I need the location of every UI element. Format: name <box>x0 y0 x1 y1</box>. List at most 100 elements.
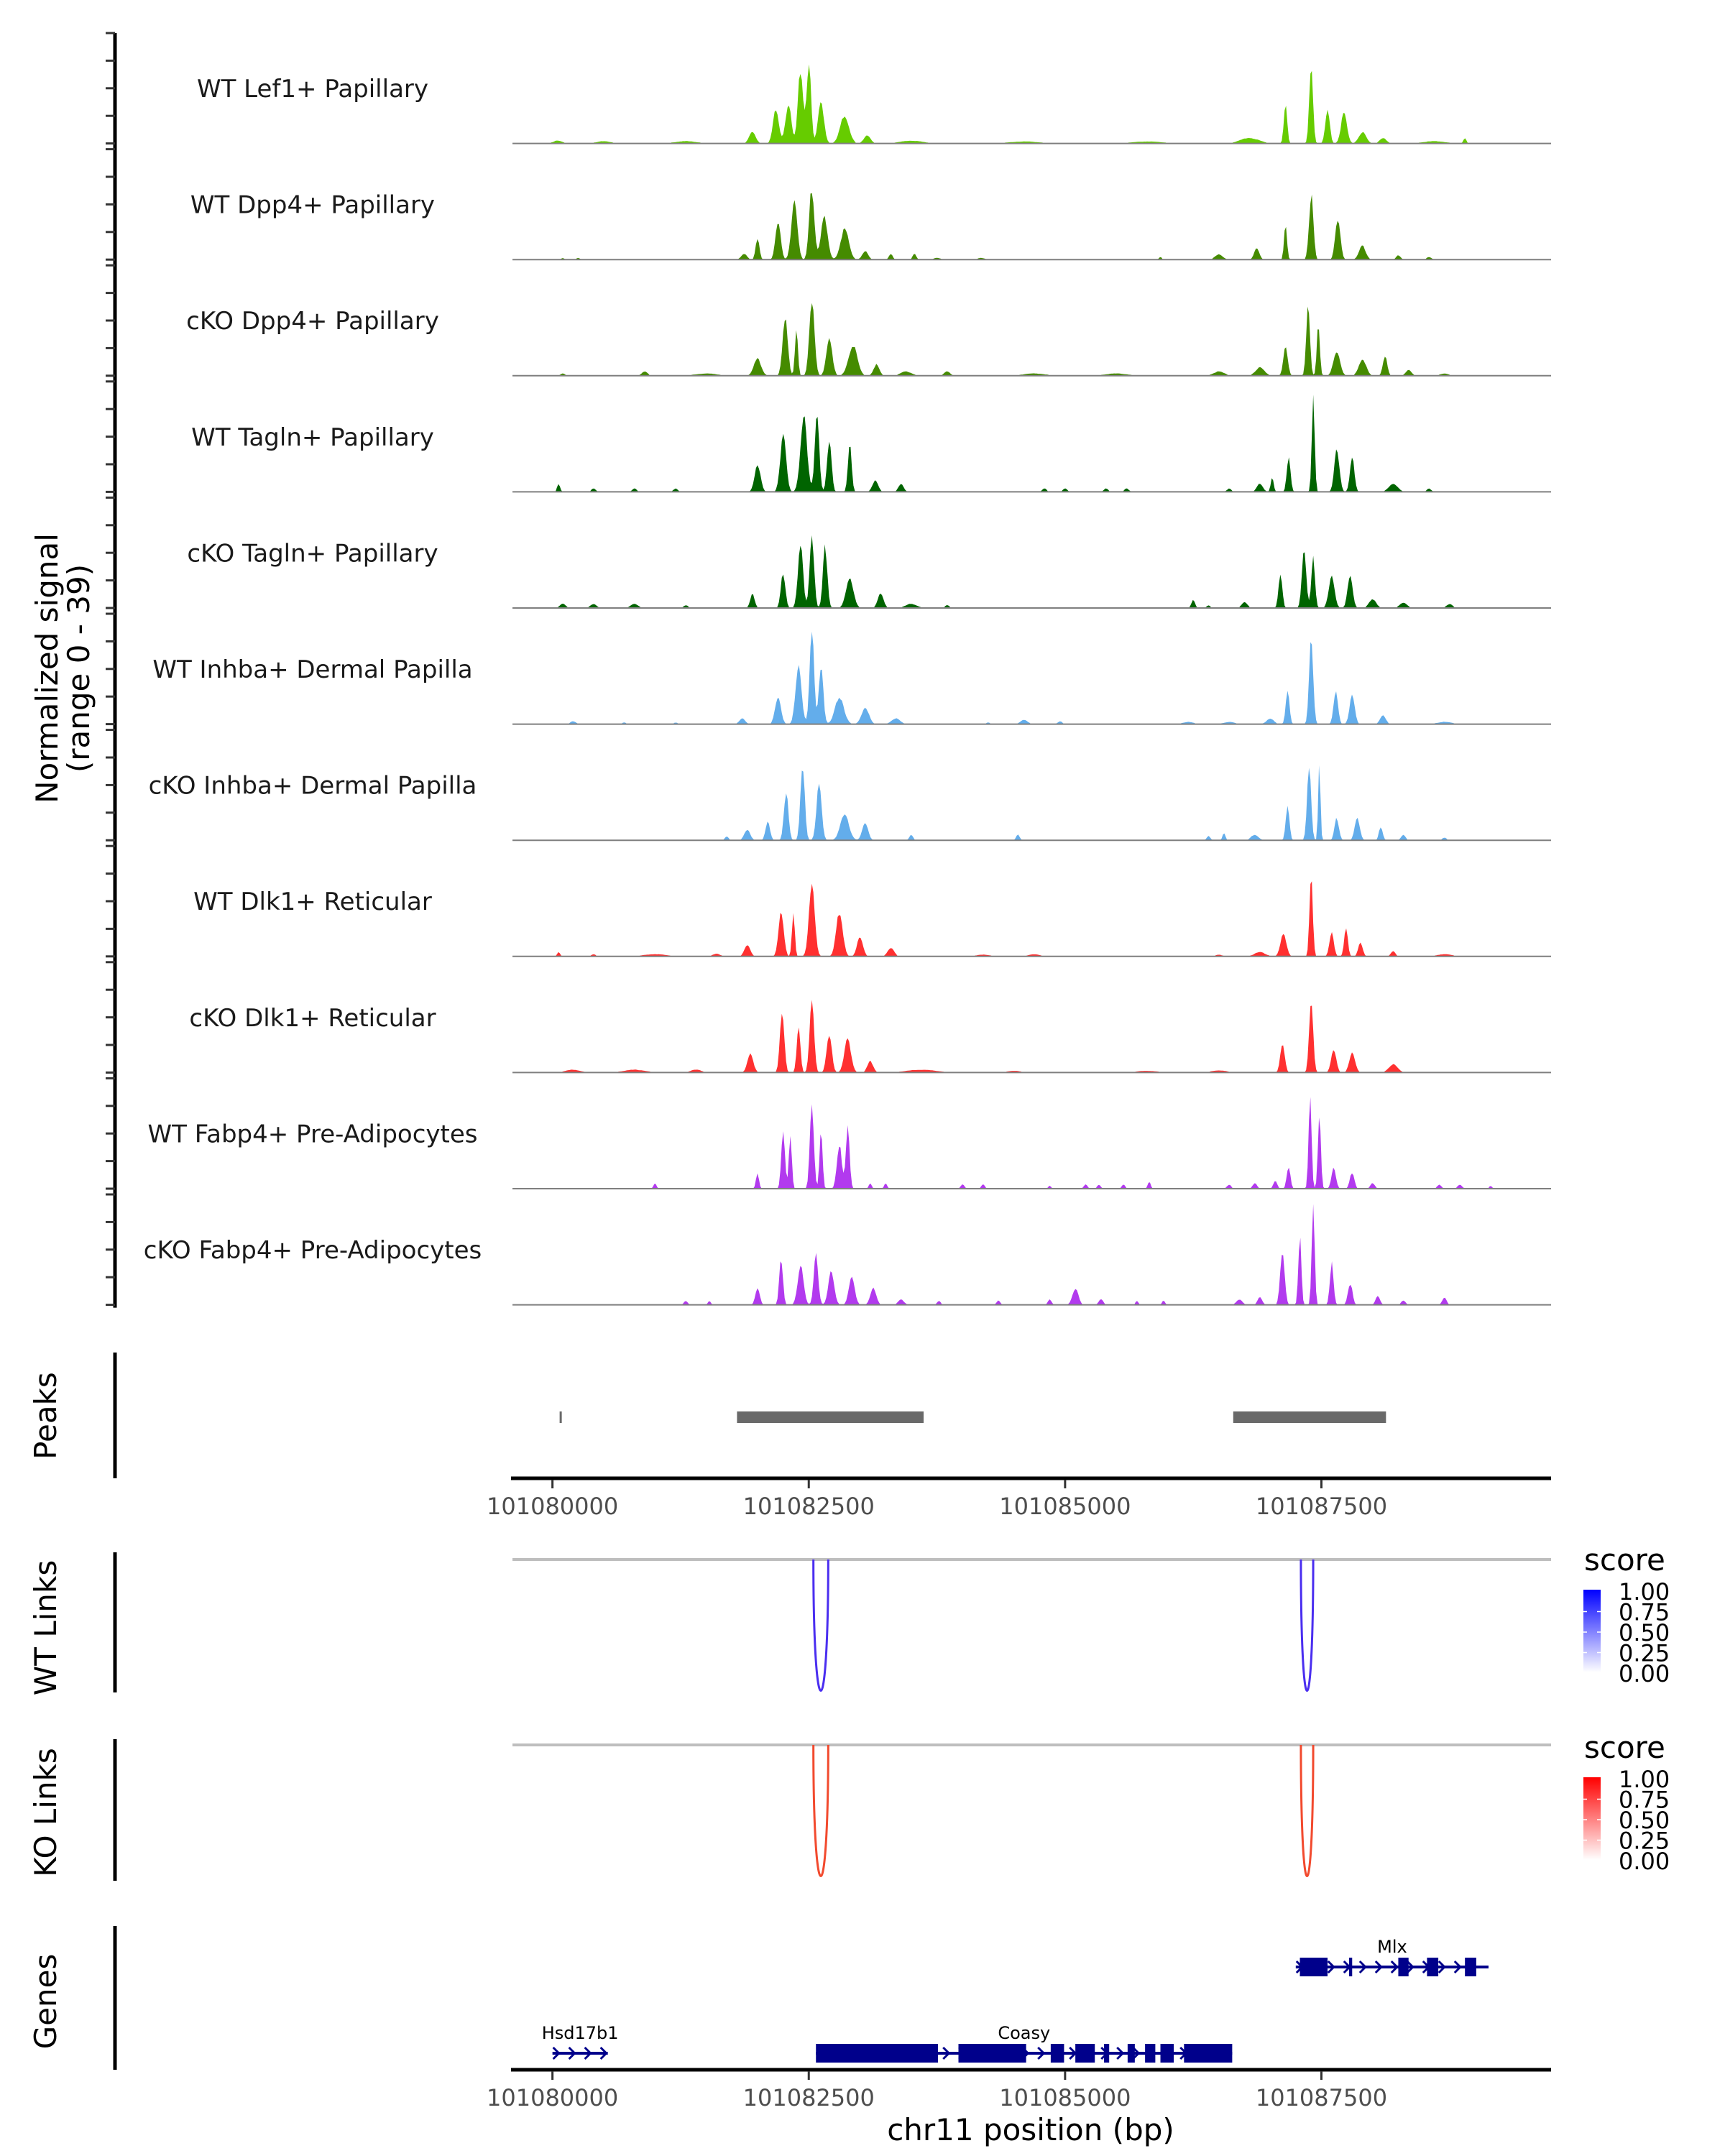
coverage-y-axis-title: Normalized signal <box>29 533 65 803</box>
x-axis-tick-label: 101087500 <box>1256 1493 1387 1520</box>
track-label: WT Tagln+ Papillary <box>191 423 434 452</box>
track-label: WT Inhba+ Dermal Papilla <box>152 655 472 684</box>
coverage-track: WT Fabp4+ Pre-Adipocytes <box>148 1097 1551 1189</box>
link-arc <box>1300 1744 1315 1877</box>
track-label: WT Lef1+ Papillary <box>197 75 428 103</box>
coverage-track: cKO Inhba+ Dermal Papilla <box>149 765 1551 842</box>
gene-exon <box>1104 2044 1110 2063</box>
coverage-area <box>512 303 1551 376</box>
coverage-track: cKO Tagln+ Papillary <box>187 535 1551 609</box>
coverage-area <box>512 881 1551 957</box>
peaks-track: Peaks <box>28 1353 1386 1478</box>
gene-exon <box>1348 1958 1353 1976</box>
legend-tick-label: 0.75 <box>1619 1787 1670 1814</box>
track-label: cKO Fabp4+ Pre-Adipocytes <box>144 1236 482 1265</box>
coverage-area <box>512 1000 1551 1073</box>
x-axis-tick-label: 101080000 <box>487 2084 618 2111</box>
legend-title: score <box>1584 1730 1665 1765</box>
strand-arrow-icon <box>1116 2046 1125 2060</box>
gene-label: Coasy <box>998 2023 1050 2043</box>
gene-exon <box>1184 2044 1233 2063</box>
track-label: cKO Inhba+ Dermal Papilla <box>149 772 477 801</box>
gene-exon <box>1465 1958 1476 1976</box>
legend-title: score <box>1584 1542 1665 1577</box>
coverage-track: WT Dpp4+ Papillary <box>190 191 1551 261</box>
legend-tick-label: 0.75 <box>1619 1599 1670 1626</box>
coverage-track: WT Lef1+ Papillary <box>197 64 1551 144</box>
gene-exon <box>1050 2044 1064 2063</box>
coverage-track: WT Tagln+ Papillary <box>191 395 1551 493</box>
peaks-track-label: Peaks <box>28 1372 63 1460</box>
gene-exon <box>1127 2044 1135 2063</box>
x-axis-tick-label: 101082500 <box>743 2084 875 2111</box>
legend-tick-label: 1.00 <box>1619 1578 1670 1606</box>
coverage-track: WT Dlk1+ Reticular <box>193 881 1551 957</box>
strand-arrow-icon <box>1327 1960 1335 1974</box>
x-axis-tick-label: 101087500 <box>1256 2084 1387 2111</box>
coverage-track: cKO Fabp4+ Pre-Adipocytes <box>144 1204 1551 1306</box>
wt-links-track: WT Links <box>28 1552 117 1695</box>
strand-arrow-icon <box>1453 1960 1462 1974</box>
coverage-area <box>512 631 1551 724</box>
coverage-tracks: WT Lef1+ Papillary WT Dpp4+ Papillary cKO … <box>144 64 1551 1306</box>
legend-tick-label: 0.00 <box>1619 1660 1670 1687</box>
strand-arrow-icon <box>584 2046 592 2060</box>
x-axis-title: chr11 position (bp) <box>887 2112 1174 2147</box>
coverage-area <box>512 535 1551 608</box>
coverage-y-axis-subtitle: (range 0 - 39) <box>61 564 96 773</box>
x-axis-tick-label: 101080000 <box>487 1493 618 1520</box>
peak-region <box>1233 1411 1386 1423</box>
strand-arrow-icon <box>568 2046 576 2060</box>
wt-links-track-label: WT Links <box>28 1560 63 1695</box>
coverage-y-axis <box>106 32 117 1308</box>
gene-exon <box>1075 2044 1095 2063</box>
gene-exon <box>1398 1958 1409 1976</box>
gene-label: Hsd17b1 <box>542 2023 619 2043</box>
strand-arrow-icon <box>1358 1960 1367 1974</box>
strand-arrow-icon <box>1374 1960 1383 1974</box>
link-arc <box>812 1744 829 1877</box>
track-label: WT Dpp4+ Papillary <box>190 191 435 220</box>
legend-tick-label: 1.00 <box>1619 1766 1670 1793</box>
peak-region <box>559 1411 562 1423</box>
gene: Coasy <box>816 2023 1233 2063</box>
gene-exon <box>1427 1958 1439 1976</box>
coverage-track: cKO Dlk1+ Reticular <box>189 1000 1551 1074</box>
coverage-track: cKO Dpp4+ Papillary <box>186 303 1551 377</box>
strand-arrow-icon <box>1132 2046 1141 2060</box>
track-label: WT Fabp4+ Pre-Adipocytes <box>148 1120 478 1148</box>
link-arc <box>812 1559 829 1692</box>
strand-arrow-icon <box>1406 1960 1414 1974</box>
legend-tick-label: 0.25 <box>1619 1640 1670 1667</box>
coverage-area <box>512 64 1551 144</box>
gene-exon <box>816 2044 938 2063</box>
coverage-area <box>512 193 1551 260</box>
track-label: WT Dlk1+ Reticular <box>193 888 432 916</box>
strand-arrow-icon <box>552 2046 561 2060</box>
strand-arrow-icon <box>1438 1960 1446 1974</box>
peak-region <box>737 1411 924 1423</box>
gene-exon <box>1145 2044 1156 2063</box>
gene-exon <box>1160 2044 1174 2063</box>
x-axis-tick-label: 101085000 <box>999 2084 1131 2111</box>
genes-track-label: Genes <box>28 1954 63 2050</box>
link-arc <box>1300 1559 1315 1692</box>
gene: Hsd17b1 <box>542 2023 619 2060</box>
track-label: cKO Dpp4+ Papillary <box>186 307 439 336</box>
x-axis-peaks: 101080000 101082500 101085000 101087500 <box>487 1476 1551 1520</box>
legend-tick-label: 0.00 <box>1619 1848 1670 1875</box>
strand-arrow-icon <box>1037 2046 1046 2060</box>
legend-colorbar <box>1583 1590 1601 1672</box>
legend-tick-label: 0.25 <box>1619 1828 1670 1855</box>
x-axis-tick-label: 101082500 <box>743 1493 875 1520</box>
ko-links-track: KO Links <box>28 1739 117 1881</box>
genes-track: Genes Hsd17b1 Coasy Mlx <box>28 1926 1489 2070</box>
coverage-area <box>512 1204 1551 1305</box>
coverage-area <box>512 1097 1551 1189</box>
x-axis-genes: 101080000 101082500 101085000 101087500 <box>487 2068 1551 2111</box>
x-axis-tick-label: 101085000 <box>999 1493 1131 1520</box>
track-label: cKO Tagln+ Papillary <box>187 539 438 568</box>
strand-arrow-icon <box>599 2046 608 2060</box>
gene: Mlx <box>1295 1937 1489 1976</box>
